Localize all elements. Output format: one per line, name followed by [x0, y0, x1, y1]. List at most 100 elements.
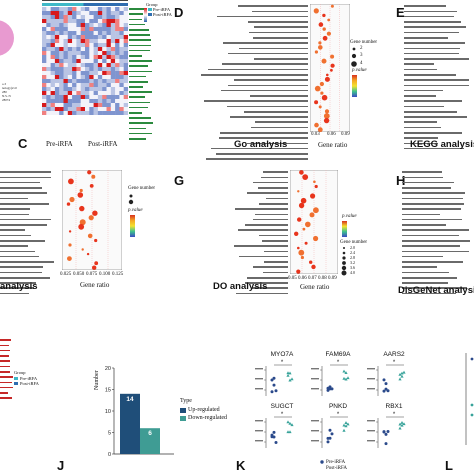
plot-dot	[81, 248, 84, 251]
heatmap-cell	[72, 91, 77, 96]
go-xtick-3: 0.09	[341, 132, 350, 137]
illegible-term-label	[253, 218, 288, 221]
illegible-term-label	[129, 60, 152, 62]
heatmap-cell	[89, 95, 94, 100]
illegible-tick-label	[367, 440, 375, 442]
heatmap-cell	[50, 15, 56, 20]
heatmap-cell	[115, 103, 120, 108]
bar-ytick-label: 15	[105, 388, 111, 394]
heatmap-cell	[50, 23, 56, 28]
gene-signif: *	[281, 412, 284, 418]
gene-title: AARS2	[383, 351, 405, 358]
illegible-term-label	[0, 181, 40, 184]
illegible-term-label	[404, 68, 437, 71]
gene-dot-post	[290, 377, 294, 381]
heatmap-cell	[85, 11, 90, 16]
i-legend-pre: Pre-iRFA	[20, 376, 38, 381]
illegible-term-label	[0, 261, 54, 263]
illegible-term-label	[235, 208, 288, 210]
illegible-term-label	[129, 65, 148, 67]
heatmap-cell	[93, 15, 99, 20]
illegible-term-label	[402, 292, 456, 295]
heatmap-cell	[97, 103, 103, 108]
heatmap-cell	[54, 75, 60, 80]
heatmap-cell	[102, 43, 107, 48]
heatmap-cell	[54, 63, 60, 68]
heatmap-cell	[59, 35, 64, 40]
heatmap-cell	[85, 79, 90, 84]
heatmap-cell	[85, 39, 90, 44]
heatmap-cell	[80, 27, 86, 32]
illegible-term-label	[221, 89, 308, 92]
heatmap-cell	[93, 27, 99, 32]
heatmap-group-pre: Pre-iRFA	[46, 140, 73, 148]
illegible-term-label	[0, 271, 42, 274]
heatmap-cell	[123, 31, 128, 36]
heatmap-cell	[59, 31, 64, 36]
heatmap-legend-post: Post-iRFA	[153, 12, 172, 17]
heatmap-cell	[93, 71, 99, 76]
heatmap-tree	[42, 0, 128, 4]
heatmap-cell	[123, 51, 128, 56]
gene-dot-post	[286, 371, 290, 375]
plot-dot	[309, 212, 315, 218]
heatmap-cell	[115, 51, 120, 56]
heatmap-cell	[123, 79, 128, 84]
heatmap-cell	[110, 71, 116, 76]
heatmap-cell	[123, 99, 128, 104]
plot-dot	[305, 221, 311, 228]
illegible-term-label	[0, 282, 36, 284]
heatmap-cell	[115, 91, 120, 96]
heatmap-cell	[123, 59, 128, 64]
heatmap-cell	[89, 59, 94, 64]
heatmap-cell	[93, 31, 99, 36]
heatmap-cell	[97, 55, 103, 60]
do-pvalue-title: p.value	[342, 214, 357, 219]
illegible-term-label	[201, 73, 308, 76]
heatmap-cell	[63, 15, 68, 20]
illegible-tick-label	[367, 420, 375, 422]
heatmap-cell	[93, 43, 99, 48]
gene-expression-plots: MYO7A * FAM69A * AARS2 * SUGCT * PNKD * RBX1 *	[255, 351, 406, 464]
heatmap-cell	[110, 95, 116, 100]
gene-title: FAM69A	[326, 351, 352, 358]
heatmap-cell	[46, 47, 51, 52]
go-pvalue-title: p.value	[352, 68, 367, 73]
plot-dot	[318, 41, 322, 45]
plot-dot	[319, 81, 324, 87]
illegible-term-label	[402, 171, 442, 173]
heatmap-cell	[85, 111, 90, 115]
heatmap-cell	[54, 23, 60, 28]
illegible-term-label	[129, 96, 145, 99]
plot-dot	[92, 210, 98, 216]
plot-dot	[79, 205, 85, 212]
heatmap-cell	[115, 87, 120, 92]
heatmap-cell	[72, 59, 77, 64]
heatmap-cell	[110, 23, 116, 28]
heatmap-cell	[119, 95, 124, 100]
illegible-tick-label	[367, 430, 375, 432]
heatmap-cell	[72, 103, 77, 108]
heatmap-cell	[72, 71, 77, 76]
illegible-term-label	[0, 344, 9, 347]
heatmap-cell	[115, 7, 120, 12]
heatmap-cell	[76, 103, 81, 108]
illegible-term-label	[0, 386, 13, 389]
plot-dot	[323, 113, 330, 119]
heatmap-cell	[106, 43, 111, 48]
heatmap-cell	[89, 91, 94, 96]
illegible-term-label	[402, 287, 467, 290]
illegible-term-label	[404, 89, 443, 92]
heatmap-cell	[76, 11, 81, 16]
heatmap-cell	[119, 71, 124, 76]
heatmap-cell	[106, 15, 111, 20]
illegible-tick-label	[367, 368, 375, 370]
go-xlabel: Gene ratio	[318, 141, 348, 149]
plot-dot	[67, 256, 72, 261]
gene-signif: *	[281, 360, 284, 366]
heatmap-cell	[59, 43, 64, 48]
heatmap-cell	[50, 71, 56, 76]
heatmap-cell	[67, 43, 73, 48]
heatmap-cell	[72, 67, 77, 72]
heatmap-cell	[110, 19, 116, 24]
